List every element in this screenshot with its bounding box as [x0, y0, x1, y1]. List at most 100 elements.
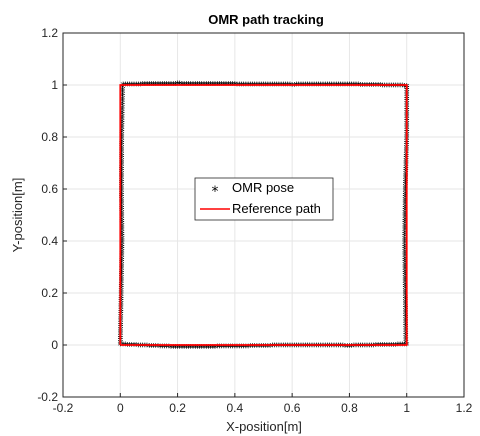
omr-pose-marker: * [402, 199, 408, 212]
omr-pose-marker: * [118, 298, 124, 311]
omr-pose-marker: * [316, 341, 322, 354]
omr-pose-marker: * [272, 341, 278, 354]
y-tick-label: 1 [51, 78, 58, 92]
omr-pose-marker: * [336, 80, 342, 93]
omr-pose-marker: * [369, 80, 375, 93]
omr-pose-marker: * [119, 229, 125, 242]
omr-pose-marker: * [305, 340, 311, 353]
omr-pose-marker: * [119, 153, 125, 166]
omr-pose-marker: * [149, 341, 155, 354]
omr-pose-marker: * [184, 342, 190, 355]
omr-pose-marker: * [403, 308, 409, 321]
data-series: ****************************************… [118, 79, 410, 355]
omr-pose-marker: * [403, 186, 409, 199]
omr-pose-marker: * [119, 225, 125, 238]
omr-pose-marker: * [314, 80, 320, 93]
omr-pose-marker: * [318, 80, 324, 93]
omr-pose-marker: * [369, 340, 375, 353]
omr-pose-marker: * [136, 340, 142, 353]
omr-pose-marker: * [119, 158, 125, 171]
omr-pose-marker: * [358, 80, 364, 93]
omr-pose-marker: * [281, 340, 287, 353]
omr-pose-marker: * [119, 246, 125, 259]
omr-pose-marker: * [403, 296, 409, 309]
omr-pose-marker: * [287, 80, 293, 93]
plot-frame [62, 32, 465, 398]
omr-pose-marker: * [393, 340, 399, 353]
omr-pose-marker: * [353, 341, 359, 354]
omr-pose-marker: * [119, 127, 125, 140]
omr-pose-marker: * [151, 341, 157, 354]
omr-pose-marker: * [119, 155, 125, 168]
omr-pose-marker: * [261, 341, 267, 354]
omr-pose-marker: * [138, 340, 144, 353]
omr-pose-marker: * [179, 342, 185, 355]
omr-pose-marker: * [119, 257, 125, 270]
omr-pose-marker: * [263, 80, 269, 93]
omr-pose-marker: * [329, 341, 335, 354]
omr-pose-marker: * [303, 340, 309, 353]
omr-pose-marker: * [391, 340, 397, 353]
omr-pose-marker: * [402, 340, 408, 353]
omr-pose-marker: * [336, 341, 342, 354]
omr-pose-marker: * [265, 80, 271, 93]
omr-pose-marker: * [119, 151, 125, 164]
omr-pose-marker: * [402, 236, 408, 249]
x-tick-label: 0.2 [169, 401, 186, 415]
omr-pose-marker: * [120, 91, 126, 104]
omr-pose-marker: * [125, 79, 131, 92]
omr-pose-marker: * [353, 80, 359, 93]
omr-pose-marker: * [296, 340, 302, 353]
omr-pose-marker: * [338, 341, 344, 354]
axis-ticks: -0.2 0 0.2 0.4 0.6 0.8 1 1.2 -0.2 0 0.2 0.4 0.6 0.8 1 1… [37, 26, 472, 415]
y-tick-label: 0 [51, 338, 58, 352]
omr-pose-marker: * [338, 80, 344, 93]
omr-pose-marker: * [276, 80, 282, 93]
legend-label-omr-pose: OMR pose [232, 180, 294, 195]
omr-pose-marker: * [349, 341, 355, 354]
omr-pose-marker: * [119, 277, 125, 290]
omr-pose-marker: * [119, 255, 125, 268]
omr-pose-marker: * [119, 105, 125, 118]
omr-pose-marker: * [119, 242, 125, 255]
omr-pose-marker: * [119, 281, 125, 294]
omr-pose-marker: * [402, 244, 408, 257]
omr-pose-marker: * [181, 342, 187, 355]
omr-pose-marker: * [403, 175, 409, 188]
omr-pose-marker: * [131, 340, 137, 353]
omr-pose-marker: * [119, 160, 125, 173]
omr-pose-marker: * [119, 142, 125, 155]
omr-pose-marker: * [119, 192, 125, 205]
omr-pose-marker: * [403, 179, 409, 192]
omr-pose-marker: * [119, 166, 125, 179]
omr-pose-marker: * [120, 93, 126, 106]
omr-pose-marker: * [201, 342, 207, 355]
y-tick-label: 0.8 [41, 130, 58, 144]
omr-pose-marker: * [402, 203, 408, 216]
omr-pose-marker: * [119, 259, 125, 272]
omr-pose-marker: * [281, 80, 287, 93]
y-tick-label: 0.4 [41, 234, 58, 248]
omr-pose-marker: * [166, 342, 172, 355]
omr-pose-marker: * [367, 340, 373, 353]
omr-pose-marker: * [309, 80, 315, 93]
omr-pose-marker: * [362, 80, 368, 93]
omr-pose-marker: * [402, 253, 408, 266]
omr-pose-marker: * [402, 190, 408, 203]
omr-pose-marker: * [119, 188, 125, 201]
omr-pose-marker: * [298, 80, 304, 93]
omr-pose-marker: * [402, 212, 408, 225]
omr-pose-marker: * [119, 116, 125, 129]
omr-pose-marker: * [402, 194, 408, 207]
omr-pose-marker: * [164, 342, 170, 355]
omr-pose-marker: * [402, 197, 408, 210]
omr-pose-marker: * [234, 342, 240, 355]
omr-pose-marker: * [119, 203, 125, 216]
omr-pose-marker: * [325, 341, 331, 354]
omr-pose-marker: * [119, 164, 125, 177]
omr-pose-marker: * [402, 240, 408, 253]
omr-pose-marker: * [237, 341, 243, 354]
omr-pose-marker: * [119, 136, 125, 149]
omr-pose-marker: * [144, 341, 150, 354]
